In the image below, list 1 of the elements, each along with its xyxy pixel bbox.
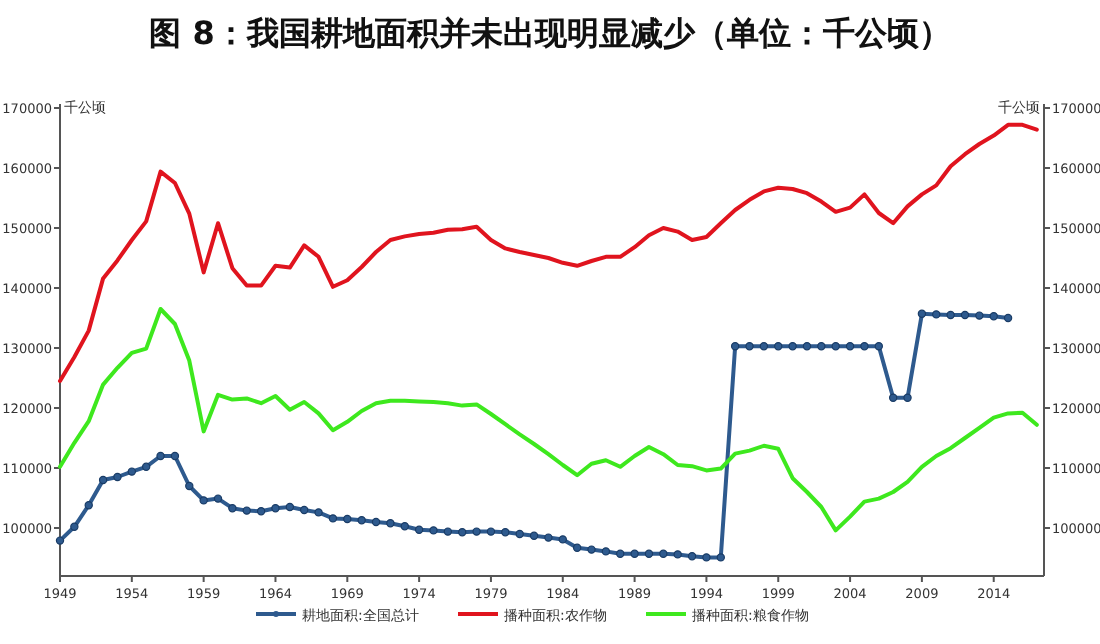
chart-title: 图 8：我国耕地面积并未出现明显减少（单位：千公顷） — [149, 14, 951, 52]
